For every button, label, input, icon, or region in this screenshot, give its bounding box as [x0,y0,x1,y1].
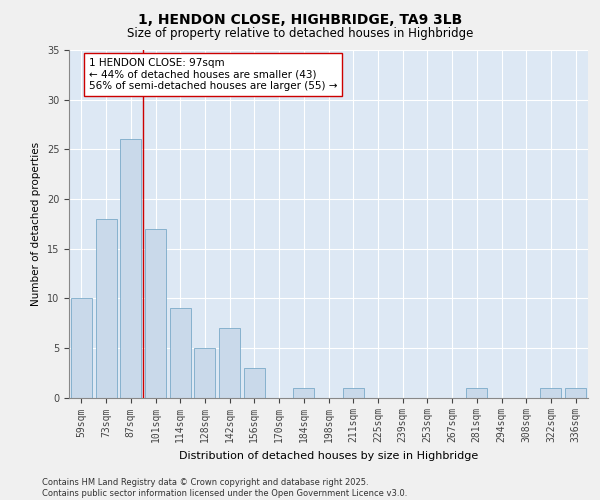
Bar [244,368,265,398]
Text: 1 HENDON CLOSE: 97sqm
← 44% of detached houses are smaller (43)
56% of semi-deta: 1 HENDON CLOSE: 97sqm ← 44% of detached … [89,58,337,91]
Bar [343,388,364,398]
Bar [170,308,191,398]
Bar [293,388,314,398]
Bar [145,228,166,398]
Text: Contains HM Land Registry data © Crown copyright and database right 2025.
Contai: Contains HM Land Registry data © Crown c… [42,478,407,498]
X-axis label: Distribution of detached houses by size in Highbridge: Distribution of detached houses by size … [179,451,478,461]
Bar [219,328,240,398]
Bar [541,388,562,398]
Bar [95,219,116,398]
Text: 1, HENDON CLOSE, HIGHBRIDGE, TA9 3LB: 1, HENDON CLOSE, HIGHBRIDGE, TA9 3LB [138,12,462,26]
Bar [565,388,586,398]
Bar [194,348,215,398]
Bar [71,298,92,398]
Text: Size of property relative to detached houses in Highbridge: Size of property relative to detached ho… [127,28,473,40]
Bar [120,140,141,398]
Y-axis label: Number of detached properties: Number of detached properties [31,142,41,306]
Bar [466,388,487,398]
